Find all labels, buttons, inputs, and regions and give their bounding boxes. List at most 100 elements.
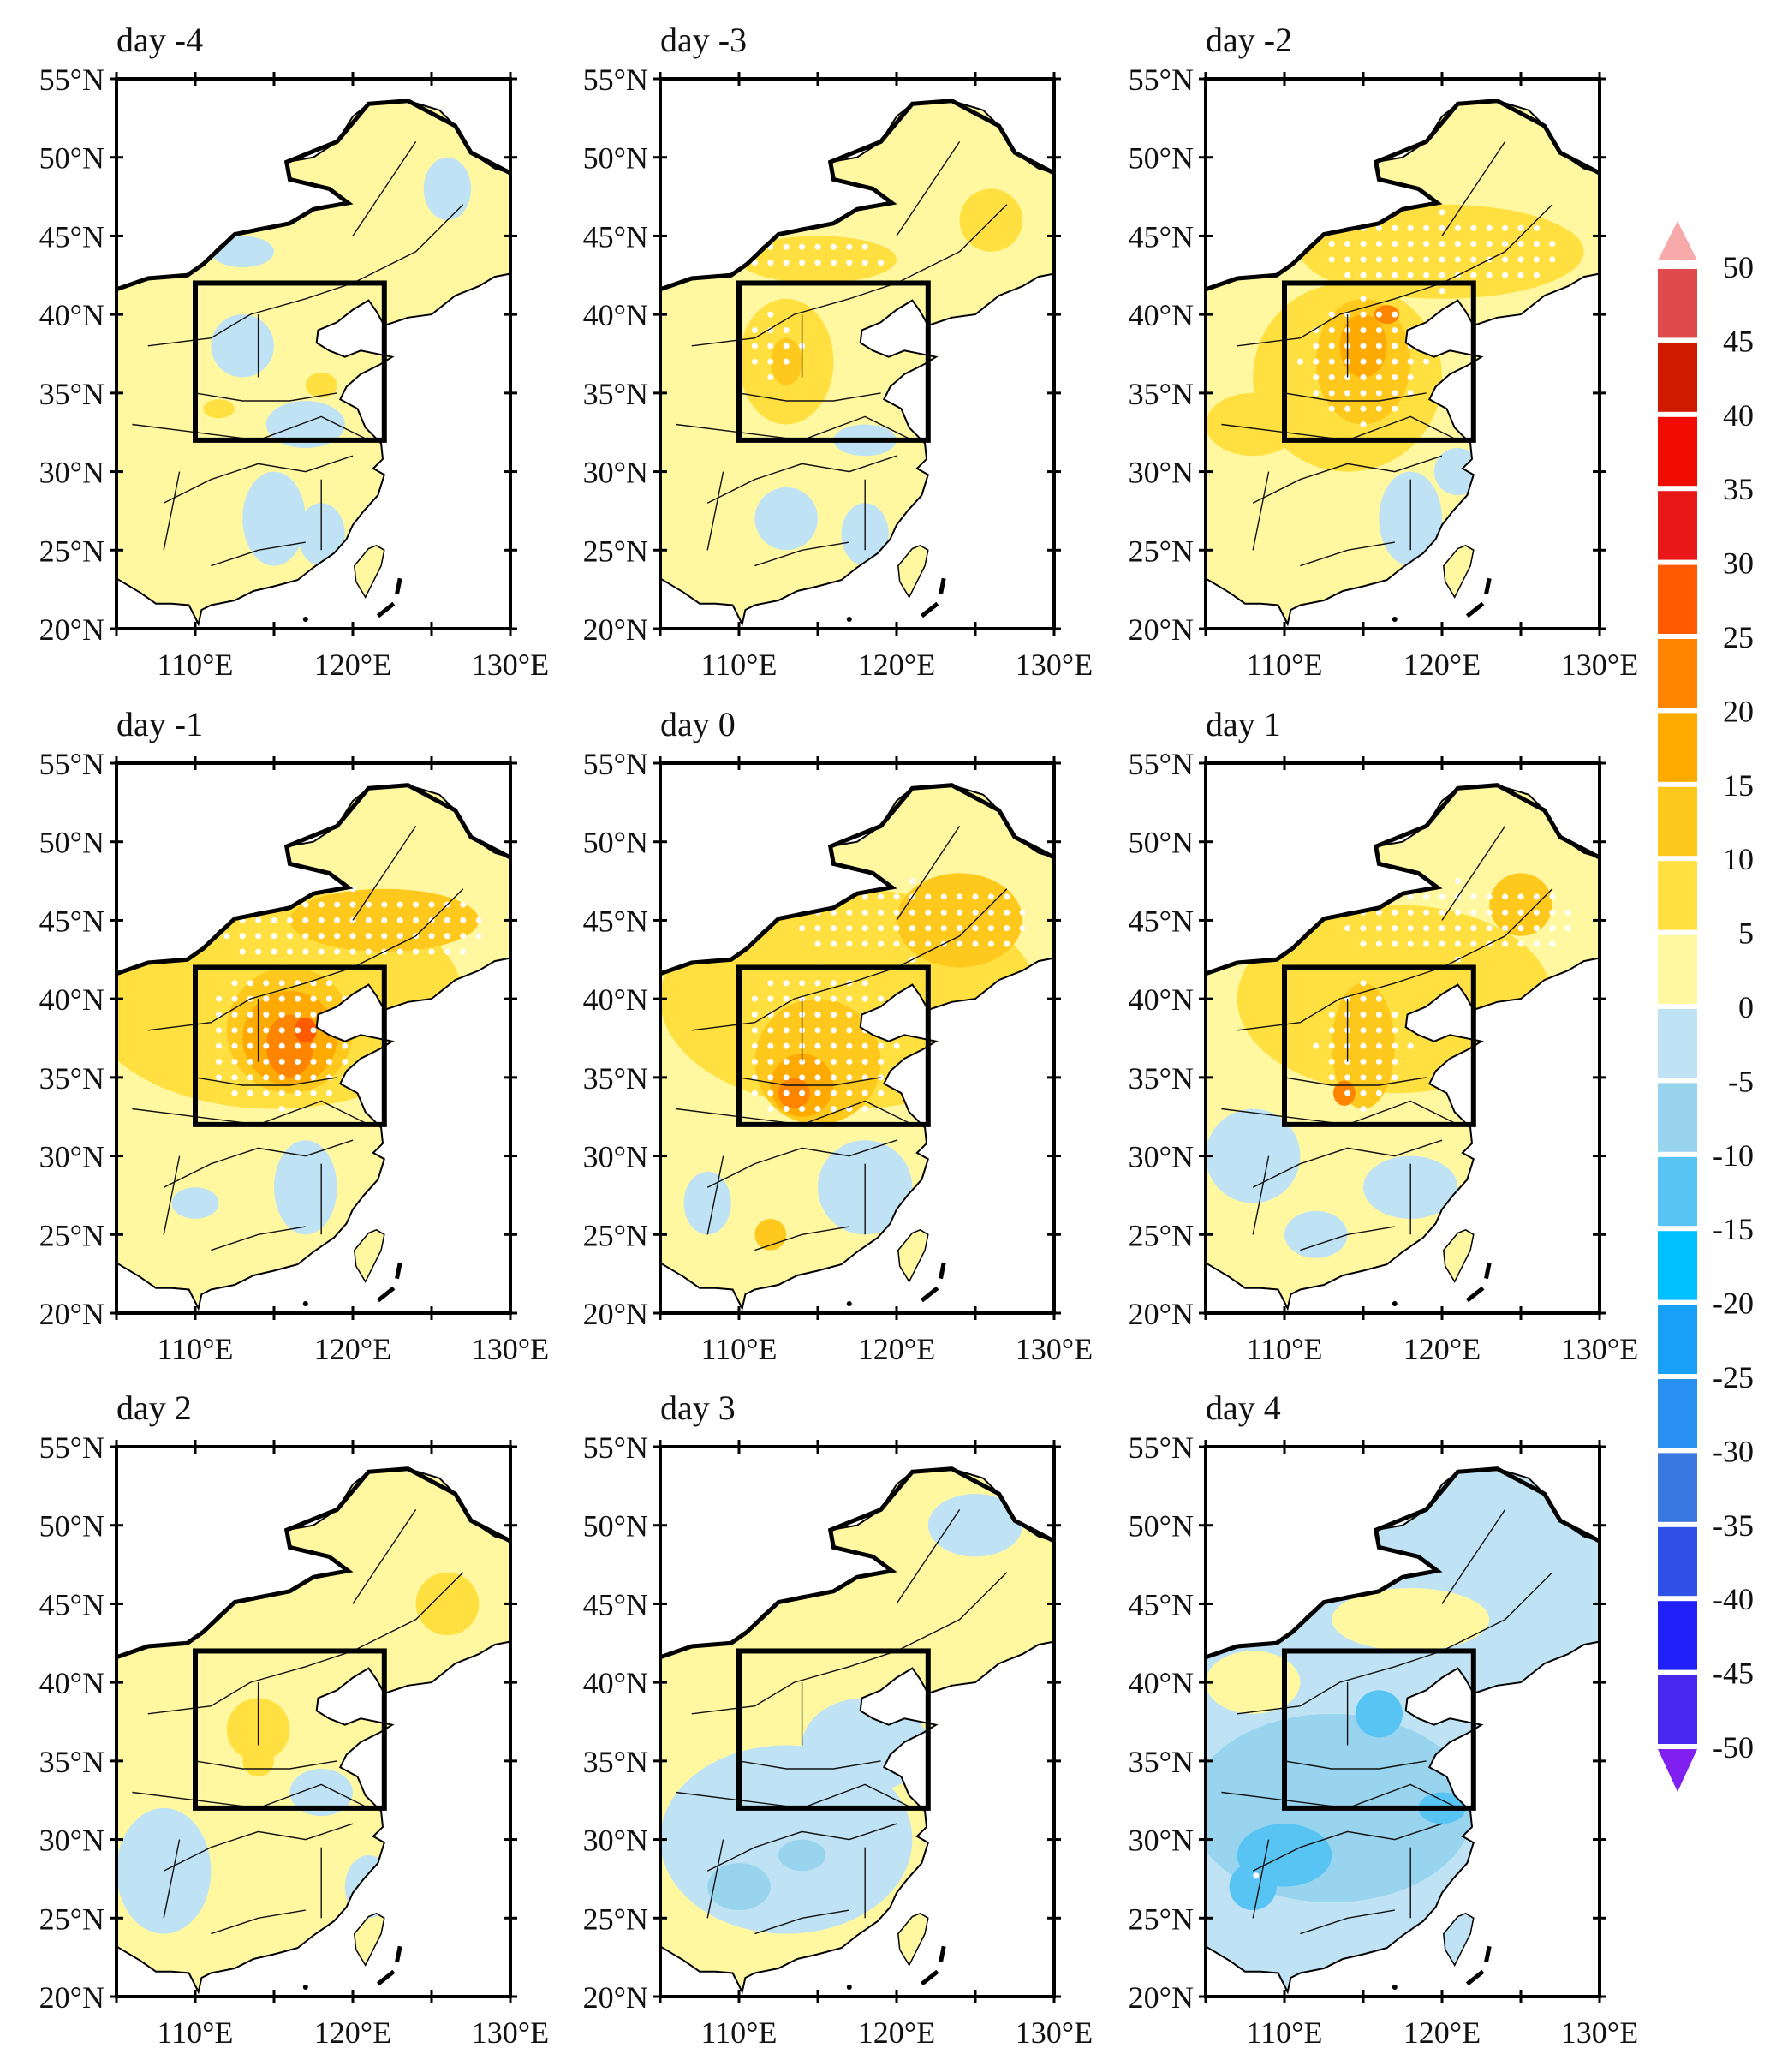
anomaly-blob <box>1206 392 1301 457</box>
significance-dot <box>1360 1027 1367 1034</box>
significance-dot <box>1407 374 1414 381</box>
significance-dot <box>1375 256 1382 263</box>
significance-dot <box>1375 311 1382 318</box>
significance-dot <box>1328 326 1335 333</box>
significance-dot <box>302 948 309 955</box>
significance-dot <box>1439 940 1445 947</box>
significance-dot <box>830 1027 837 1034</box>
significance-dot <box>925 925 932 932</box>
significance-dot <box>365 933 372 940</box>
significance-dot <box>1375 1027 1382 1034</box>
significance-dot <box>767 980 774 987</box>
significance-dot <box>1344 256 1351 263</box>
region-box <box>193 280 387 443</box>
significance-dot <box>783 326 790 333</box>
anomaly-blob <box>274 1140 337 1235</box>
lat-tick-label: 20°N <box>1129 1297 1194 1331</box>
significance-dot <box>814 1059 821 1066</box>
significance-dot <box>1423 272 1430 278</box>
significance-dot <box>846 1059 853 1066</box>
significance-dot <box>972 940 979 947</box>
lat-tick-label: 30°N <box>1129 1140 1194 1174</box>
significance-dot <box>940 909 947 916</box>
significance-dot <box>216 1042 223 1049</box>
lon-tick-label: 120°E <box>314 2015 391 2050</box>
significance-dot <box>444 917 450 923</box>
significance-dot <box>1470 241 1477 248</box>
lat-tick-label: 30°N <box>583 456 648 490</box>
significance-dot <box>878 925 885 932</box>
colorbar-swatch <box>1658 786 1697 857</box>
significance-dot <box>1392 374 1398 381</box>
significance-dot <box>460 933 467 940</box>
province-border <box>1252 1823 1443 1872</box>
significance-dot <box>325 980 332 987</box>
significance-dot <box>830 925 837 932</box>
significance-dot <box>1360 421 1367 428</box>
lat-tick-label: 30°N <box>39 456 104 490</box>
lat-tick-label: 40°N <box>39 982 104 1017</box>
significance-dot <box>231 1042 238 1049</box>
island-mark <box>1465 601 1485 618</box>
lat-tick-label: 55°N <box>39 1430 104 1465</box>
significance-dot <box>1392 358 1398 365</box>
lat-tick-label: 50°N <box>583 141 648 176</box>
significance-dot <box>278 1090 285 1096</box>
significance-dot <box>1392 224 1398 231</box>
province-border <box>706 1823 897 1872</box>
map-panel: day 3 55°N 50°N 45°N 40°N 35°N 30°N 25°N 20°N 110… <box>583 1388 1094 2050</box>
lon-tick-label: 130°E <box>472 1332 549 1366</box>
island-mark <box>1465 1969 1485 1986</box>
island-mark <box>1484 1262 1492 1280</box>
significance-dot <box>1439 909 1445 916</box>
significance-dot <box>1470 256 1477 263</box>
significance-dot <box>1533 925 1540 932</box>
significance-dot <box>1549 925 1556 932</box>
significance-dot <box>846 243 853 250</box>
significance-dot <box>1486 925 1493 932</box>
significance-dot <box>1454 224 1461 231</box>
significance-dot <box>1375 224 1382 231</box>
significance-dot <box>334 901 341 908</box>
colorbar-label: -35 <box>1713 1508 1754 1543</box>
significance-dot <box>444 948 450 955</box>
significance-dot <box>318 917 325 923</box>
province-border <box>1300 541 1395 567</box>
province-border <box>691 1572 1008 1715</box>
significance-dot <box>878 1059 885 1066</box>
anomaly-blob <box>171 1187 219 1219</box>
lat-tick-label: 55°N <box>1129 63 1194 97</box>
significance-dot <box>1454 878 1461 885</box>
region-box <box>1282 280 1476 443</box>
colorbar-label: 25 <box>1723 620 1754 654</box>
significance-dot <box>1392 1011 1398 1018</box>
province-border <box>1300 1909 1395 1935</box>
significance-dot <box>1454 256 1461 263</box>
significance-dot <box>1375 272 1382 278</box>
anomaly-blob <box>415 1572 480 1636</box>
panel-title: day 2 <box>116 1388 192 1427</box>
colorbar-swatch <box>1658 1231 1697 1300</box>
significance-dot <box>231 980 238 987</box>
significance-dot <box>1328 1059 1335 1066</box>
significance-dot <box>1004 909 1010 916</box>
colorbar-label: 10 <box>1723 842 1754 876</box>
lat-tick-label: 25°N <box>583 1218 648 1252</box>
significance-dot <box>325 1027 332 1034</box>
significance-dot <box>799 260 806 266</box>
island-dot <box>1392 616 1398 622</box>
significance-dot <box>893 940 900 947</box>
plot-frame <box>115 761 512 1315</box>
anomaly-blob <box>1332 1588 1490 1651</box>
anomaly-field <box>660 785 1054 1309</box>
significance-dot <box>767 374 774 381</box>
significance-dot <box>239 948 246 955</box>
significance-dot <box>878 940 885 947</box>
map-panel: day 1 55°N 50°N 45°N 40°N 35°N 30°N 25°N 20°N 110… <box>1129 705 1639 1366</box>
significance-dot <box>1517 256 1524 263</box>
national-border <box>116 1466 512 1660</box>
significance-dot <box>1328 311 1335 318</box>
significance-dot <box>751 1090 758 1096</box>
significance-dot <box>1360 893 1367 900</box>
significance-dot <box>957 940 963 947</box>
